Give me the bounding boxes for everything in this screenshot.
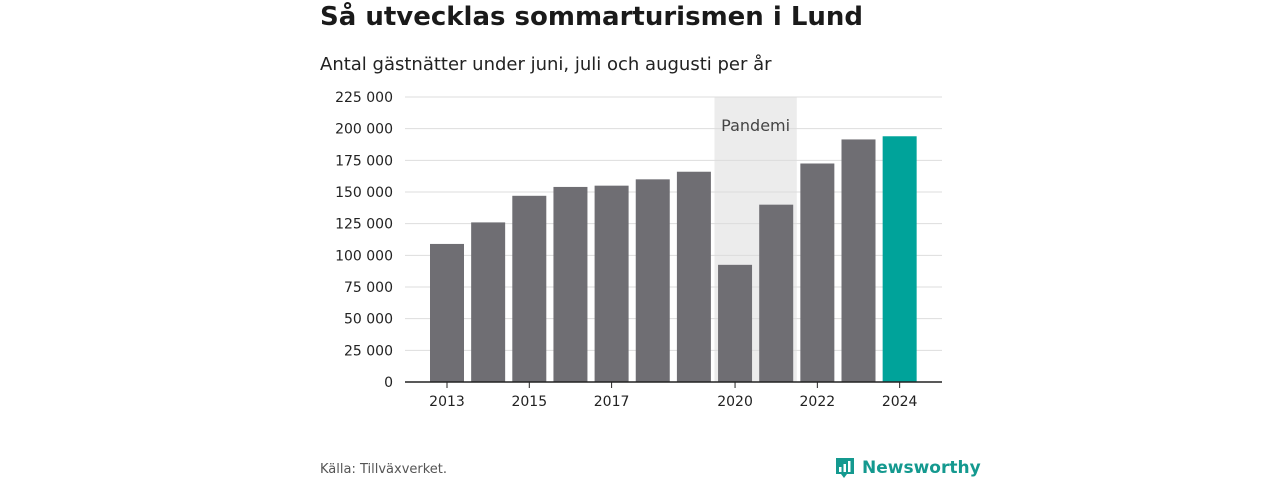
bar-2019 — [676, 171, 711, 382]
x-tick-label: 2017 — [594, 394, 630, 410]
y-tick-label: 0 — [384, 375, 393, 391]
y-tick-label: 100 000 — [335, 248, 393, 264]
x-tick-label: 2022 — [800, 394, 836, 410]
bar-2015 — [512, 195, 547, 382]
bar-2014 — [471, 222, 506, 382]
bar-2021 — [759, 204, 794, 382]
y-tick-label: 125 000 — [335, 217, 393, 233]
bar-2013 — [430, 243, 464, 382]
y-tick-label: 225 000 — [335, 90, 393, 106]
bar-2020 — [718, 264, 753, 382]
bar-2017 — [594, 185, 629, 382]
bar-chart: 0 25 000 50 000 75 000 100 000 125 000 150 000… — [335, 90, 942, 410]
x-tick-label: 2024 — [882, 394, 918, 410]
source-note: Källa: Tillväxverket. — [320, 462, 448, 477]
brand-logo[interactable]: Newsworthy — [834, 455, 981, 481]
brand-name: Newsworthy — [862, 458, 981, 478]
newsworthy-logo-icon — [836, 458, 854, 478]
chart-title: Så utvecklas sommarturismen i Lund — [320, 2, 864, 32]
y-tick-label: 200 000 — [335, 122, 393, 138]
pandemic-label: Pandemi — [721, 116, 790, 135]
bar-2018 — [635, 179, 670, 382]
chart-subtitle: Antal gästnätter under juni, juli och au… — [320, 54, 772, 75]
bar-2024 — [882, 136, 917, 382]
x-tick-label: 2013 — [429, 394, 465, 410]
bar-2016 — [553, 186, 588, 382]
y-tick-label: 75 000 — [344, 280, 393, 296]
x-tick-label: 2015 — [511, 394, 547, 410]
y-tick-label: 150 000 — [335, 185, 393, 201]
y-tick-label: 175 000 — [335, 153, 393, 169]
bar-2023 — [841, 139, 876, 382]
y-tick-label: 25 000 — [344, 343, 393, 359]
x-tick-label: 2020 — [717, 394, 753, 410]
bar-2022 — [800, 163, 835, 382]
y-tick-label: 50 000 — [344, 312, 393, 328]
